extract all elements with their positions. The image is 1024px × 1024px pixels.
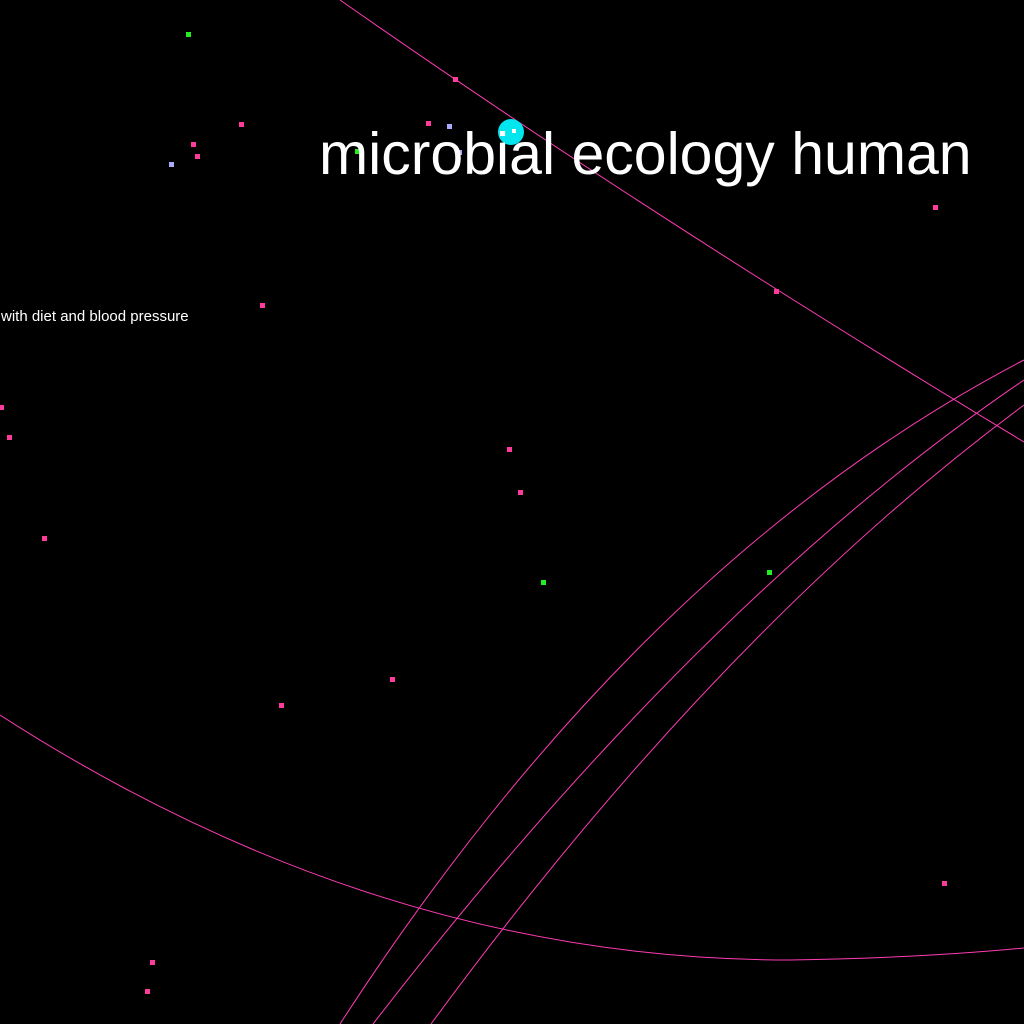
focus-node-circle[interactable] [498, 119, 524, 145]
graph-node[interactable] [457, 150, 462, 155]
main-term-label: microbial ecology human [319, 121, 972, 187]
graph-node[interactable] [933, 205, 938, 210]
link-curve-diagonal-c [430, 404, 1024, 1024]
node-layer [0, 32, 947, 994]
graph-node[interactable] [767, 570, 772, 575]
graph-node[interactable] [279, 703, 284, 708]
link-curve-diagonal-a [339, 359, 1024, 1024]
graph-node[interactable] [390, 677, 395, 682]
graph-node[interactable] [191, 142, 196, 147]
graph-node[interactable] [942, 881, 947, 886]
graph-node[interactable] [541, 580, 546, 585]
graph-node[interactable] [145, 989, 150, 994]
graph-node[interactable] [453, 77, 458, 82]
focus-node[interactable] [498, 119, 524, 145]
graph-node[interactable] [42, 536, 47, 541]
graph-node[interactable] [169, 162, 174, 167]
graph-node[interactable] [0, 405, 4, 410]
graph-node[interactable] [186, 32, 191, 37]
link-curve-diagonal-b [372, 379, 1024, 1024]
graph-node[interactable] [518, 490, 523, 495]
side-term-label: with diet and blood pressure [0, 308, 189, 325]
graph-node[interactable] [426, 121, 431, 126]
graph-node[interactable] [260, 303, 265, 308]
focus-node-center [512, 129, 516, 133]
graph-node[interactable] [447, 124, 452, 129]
graph-node[interactable] [7, 435, 12, 440]
link-curve-bottom [0, 714, 1024, 961]
graph-node[interactable] [195, 154, 200, 159]
link-curve-top [339, 0, 1024, 443]
graph-node[interactable] [150, 960, 155, 965]
graph-node[interactable] [507, 447, 512, 452]
graph-node[interactable] [774, 289, 779, 294]
graph-node[interactable] [355, 149, 360, 154]
graph-node[interactable] [239, 122, 244, 127]
